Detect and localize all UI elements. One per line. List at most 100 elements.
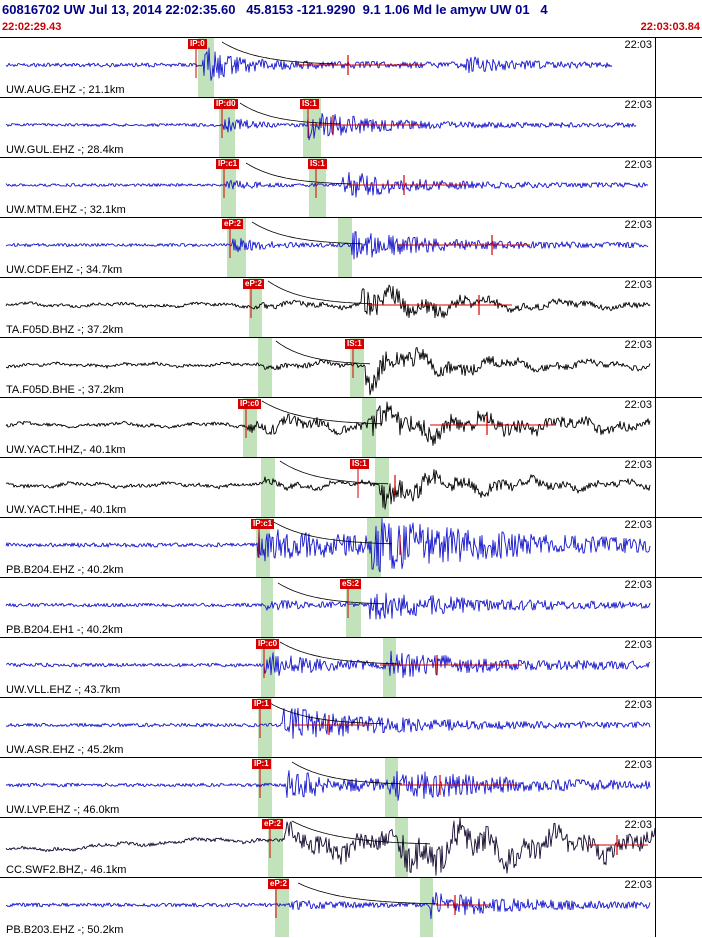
trace-panel[interactable]: TA.F05D.BHZ -; 37.2km 22:03 eP:2: [0, 277, 702, 337]
panel-time-label: 22:03: [624, 339, 652, 351]
coda-decay-curve: [277, 582, 385, 605]
panel-time-label: 22:03: [624, 459, 652, 471]
phase-pick-label[interactable]: IS:1: [345, 339, 364, 349]
waveform-plot[interactable]: [0, 278, 702, 337]
phase-pick-label[interactable]: IP:c0: [238, 399, 262, 409]
station-label: UW.LVP.EHZ -; 46.0km: [6, 804, 120, 816]
waveform-plot[interactable]: [0, 38, 702, 97]
trace-panel[interactable]: PB.B204.EH1 -; 40.2km 22:03 eS:2: [0, 577, 702, 637]
trace-panel[interactable]: PB.B204.EHZ -; 40.2km 22:03 IP:c1: [0, 517, 702, 577]
phase-window-layer: [0, 758, 702, 817]
station-label: UW.AUG.EHZ -; 21.1km: [6, 84, 125, 96]
waveform-plot[interactable]: [0, 638, 702, 697]
waveform-plot[interactable]: [0, 578, 702, 637]
seismogram-trace: [5, 650, 651, 678]
coda-decay-curve: [275, 340, 371, 365]
panel-time-label: 22:03: [624, 639, 652, 651]
waveform-plot[interactable]: [0, 758, 702, 817]
phase-pick-label[interactable]: eP:2: [243, 279, 264, 289]
phase-pick-label[interactable]: IP:d0: [214, 99, 238, 109]
seismogram-trace: [5, 231, 649, 260]
phase-window-layer: [0, 698, 702, 757]
station-label: PB.B203.EHZ -; 50.2km: [6, 924, 124, 936]
panel-time-label: 22:03: [624, 699, 652, 711]
phase-pick-label[interactable]: IP:c1: [216, 159, 240, 169]
coda-decay-curve: [251, 221, 363, 245]
panel-time-label: 22:03: [624, 39, 652, 51]
phase-pick-label[interactable]: eP:2: [222, 219, 243, 229]
station-label: TA.F05D.BHE -; 37.2km: [6, 384, 124, 396]
phase-window-band: [385, 758, 398, 817]
seismogram-trace: [5, 818, 656, 876]
window-start-time: 22:02:29.43: [2, 21, 62, 33]
trace-panel[interactable]: UW.GUL.EHZ -; 28.4km 22:03 IP:d0 IS:1: [0, 97, 702, 157]
waveform-plot[interactable]: [0, 818, 702, 877]
coda-decay-curve: [291, 820, 430, 845]
phase-window-band: [338, 218, 352, 277]
phase-pick-label[interactable]: IP:1: [252, 759, 271, 769]
seismogram-trace: [5, 592, 651, 620]
trace-panel[interactable]: UW.YACT.HHZ,- 40.1km 22:03 IP:c0: [0, 397, 702, 457]
trace-panel[interactable]: UW.ASR.EHZ -; 45.2km 22:03 IP:1: [0, 697, 702, 757]
waveform-plot[interactable]: [0, 98, 702, 157]
waveform-plot[interactable]: [0, 338, 702, 397]
seismogram-trace: [6, 892, 651, 920]
station-label: PB.B204.EHZ -; 40.2km: [6, 564, 124, 576]
phase-pick-label[interactable]: IP:1: [252, 699, 271, 709]
trace-panel[interactable]: UW.LVP.EHZ -; 46.0km 22:03 IP:1: [0, 757, 702, 817]
waveform-plot[interactable]: [0, 398, 702, 457]
time-window-row: 22:02:29.43 22:03:03.84: [0, 21, 702, 36]
phase-pick-label[interactable]: IS:1: [300, 99, 319, 109]
waveform-plot[interactable]: [0, 458, 702, 517]
phase-pick-label[interactable]: eP:2: [262, 819, 283, 829]
phase-window-band: [198, 38, 214, 97]
trace-panel[interactable]: TA.F05D.BHE -; 37.2km 22:03 IS:1: [0, 337, 702, 397]
panel-time-label: 22:03: [624, 819, 652, 831]
trace-panel[interactable]: CC.SWF2.BHZ,- 46.1km 22:03 eP:2: [0, 817, 702, 877]
phase-window-band: [249, 278, 262, 337]
station-label: UW.GUL.EHZ -; 28.4km: [6, 144, 124, 156]
trace-panel[interactable]: UW.VLL.EHZ -; 43.7km 22:03 IP:c0: [0, 637, 702, 697]
station-label: UW.CDF.EHZ -; 34.7km: [6, 264, 123, 276]
phase-window-band: [346, 578, 361, 637]
trace-panel[interactable]: UW.YACT.HHE,- 40.1km 22:03 IS:1: [0, 457, 702, 517]
coda-decay-curve: [271, 520, 393, 545]
phase-pick-label[interactable]: eP:2: [268, 879, 289, 889]
plot-right-border-line: [655, 37, 656, 937]
waveform-plot[interactable]: [0, 698, 702, 757]
coda-decay-curve: [297, 882, 438, 905]
trace-panel[interactable]: UW.CDF.EHZ -; 34.7km 22:03 eP:2: [0, 217, 702, 277]
trace-panel[interactable]: UW.MTM.EHZ -; 32.1km 22:03 IP:c1 IS:1: [0, 157, 702, 217]
seismogram-trace: [5, 284, 651, 319]
coda-decay-curve: [267, 280, 373, 305]
phase-pick-label[interactable]: IP:0: [188, 39, 207, 49]
seismogram-trace: [5, 469, 651, 510]
station-label: UW.MTM.EHZ -; 32.1km: [6, 204, 126, 216]
phase-window-band: [268, 818, 283, 877]
phase-window-band: [362, 398, 376, 457]
phase-window-band: [258, 758, 272, 817]
panel-time-label: 22:03: [624, 759, 652, 771]
panel-time-label: 22:03: [624, 99, 652, 111]
waveform-plot[interactable]: [0, 518, 702, 577]
seismogram-trace: [5, 707, 651, 739]
waveform-plot[interactable]: [0, 158, 702, 217]
station-label: TA.F05D.BHZ -; 37.2km: [6, 324, 124, 336]
waveform-plot[interactable]: [0, 878, 702, 937]
seismogram-trace: [5, 47, 613, 81]
trace-panel-list: UW.AUG.EHZ -; 21.1km 22:03 IP:0 UW.GUL.E…: [0, 37, 702, 937]
waveform-plot[interactable]: [0, 218, 702, 277]
coda-decay-curve: [221, 41, 334, 65]
coda-decay-curve: [267, 701, 384, 725]
phase-window-layer: [0, 38, 702, 97]
trace-panel[interactable]: UW.AUG.EHZ -; 21.1km 22:03 IP:0: [0, 37, 702, 97]
phase-window-layer: [0, 578, 702, 637]
phase-pick-label[interactable]: IS:1: [350, 459, 369, 469]
trace-panel[interactable]: PB.B203.EHZ -; 50.2km 22:03 eP:2: [0, 877, 702, 937]
phase-pick-label[interactable]: IS:1: [308, 159, 327, 169]
phase-pick-label[interactable]: eS:2: [340, 579, 361, 589]
seismogram-trace: [5, 518, 651, 573]
seismogram-trace: [5, 401, 651, 446]
phase-pick-label[interactable]: IP:c0: [256, 639, 280, 649]
phase-pick-label[interactable]: IP:c1: [251, 519, 275, 529]
